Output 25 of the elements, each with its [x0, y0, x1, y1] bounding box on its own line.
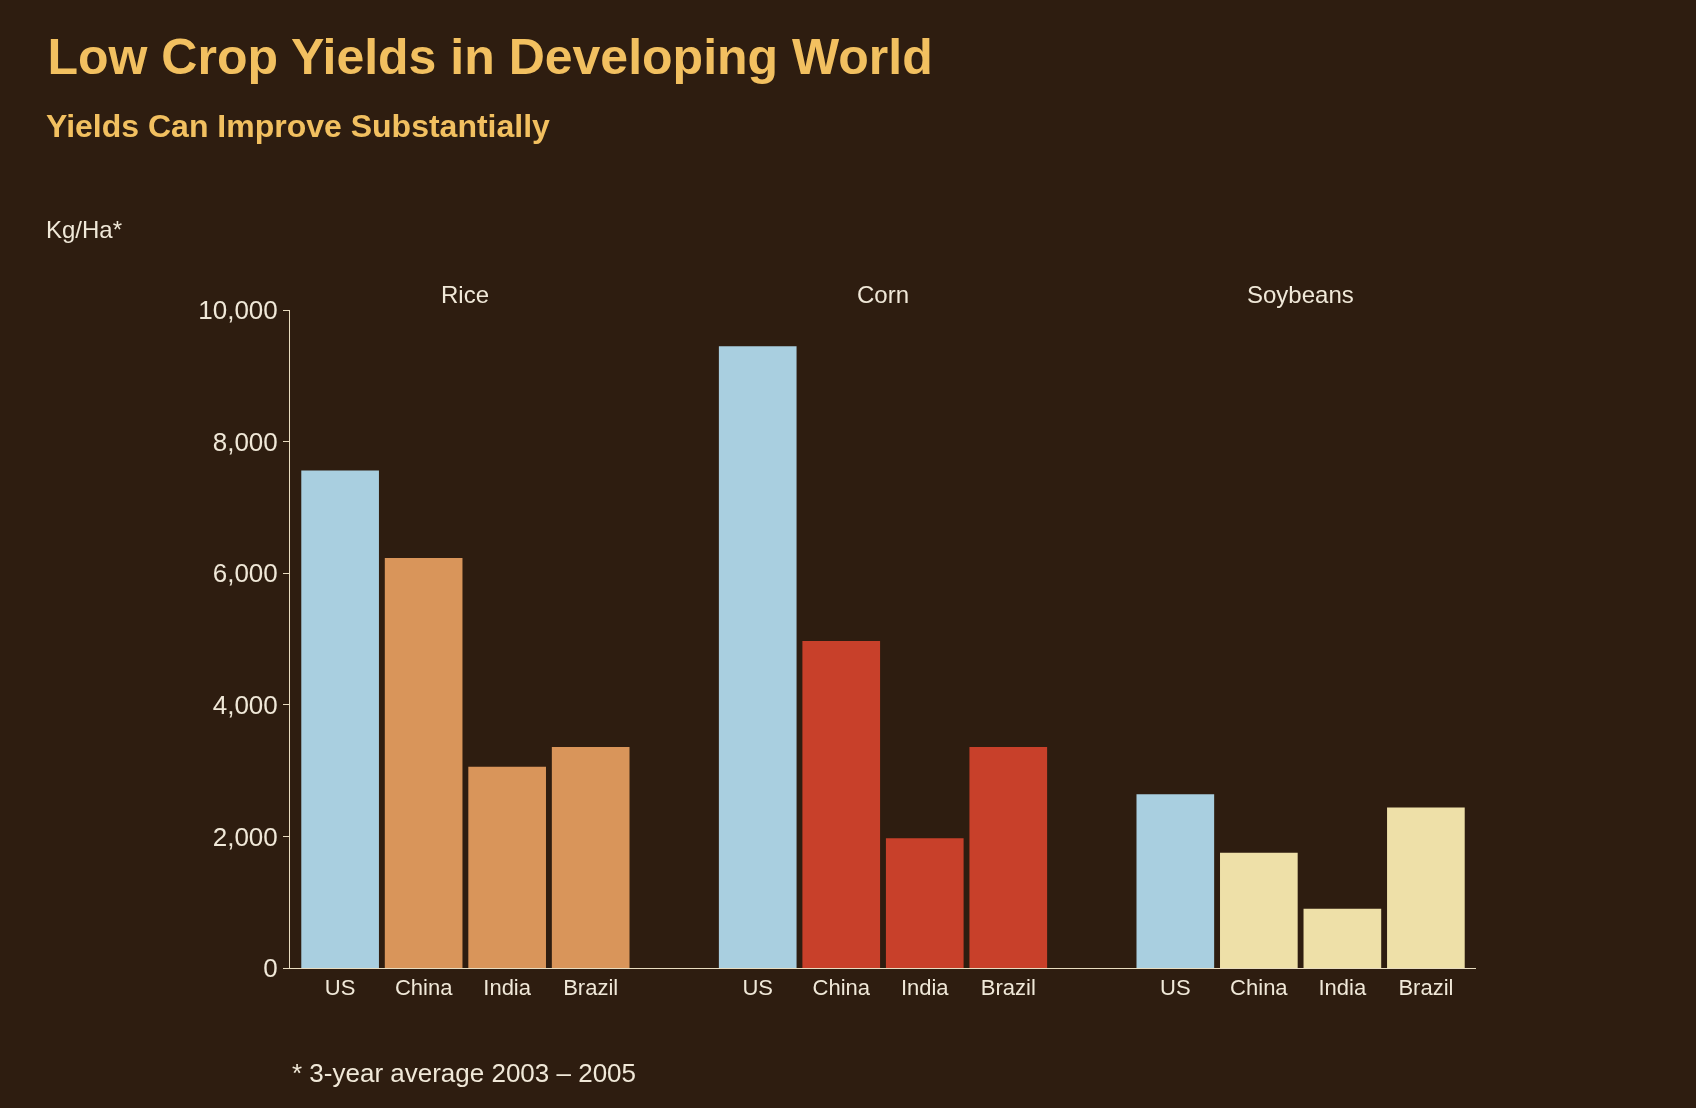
x-tick-label: US: [324, 975, 356, 1001]
text: Soybeans: [1247, 281, 1354, 308]
x-tick-label: US: [742, 975, 773, 1001]
y-axis-title: Kg/Ha*: [46, 216, 123, 243]
chart-title: Low Crop Yields in Developing World: [47, 28, 933, 85]
y-tick-label: 8,000: [212, 426, 278, 457]
x-tick-label: Brazil: [1398, 975, 1454, 1001]
x-tick-label: China: [394, 975, 454, 1001]
y-tick-label: 2,000: [212, 821, 278, 852]
x-tick-label: China: [1230, 975, 1289, 1001]
x-tick-label: Brazil: [563, 975, 619, 1001]
x-tick-label: Brazil: [980, 975, 1036, 1001]
text: Rice: [441, 281, 490, 308]
y-tick-label: 0: [263, 953, 278, 984]
y-tick-label: 4,000: [212, 689, 278, 720]
y-tick-label: 10,000: [198, 295, 278, 326]
y-tick-label: 6,000: [212, 558, 278, 589]
x-tick-label: China: [812, 975, 871, 1001]
text: Corn: [857, 281, 910, 308]
x-tick-label: India: [900, 975, 950, 1001]
text: * 3-year average 2003 – 2005: [292, 1058, 637, 1088]
x-tick-label: US: [1160, 975, 1191, 1001]
chart-subtitle: Yields Can Improve Substantially: [46, 108, 551, 144]
x-tick-label: India: [483, 975, 532, 1001]
x-tick-label: India: [1318, 975, 1367, 1001]
